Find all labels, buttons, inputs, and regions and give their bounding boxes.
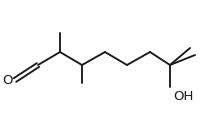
Text: O: O (3, 73, 13, 87)
Text: OH: OH (173, 90, 193, 103)
